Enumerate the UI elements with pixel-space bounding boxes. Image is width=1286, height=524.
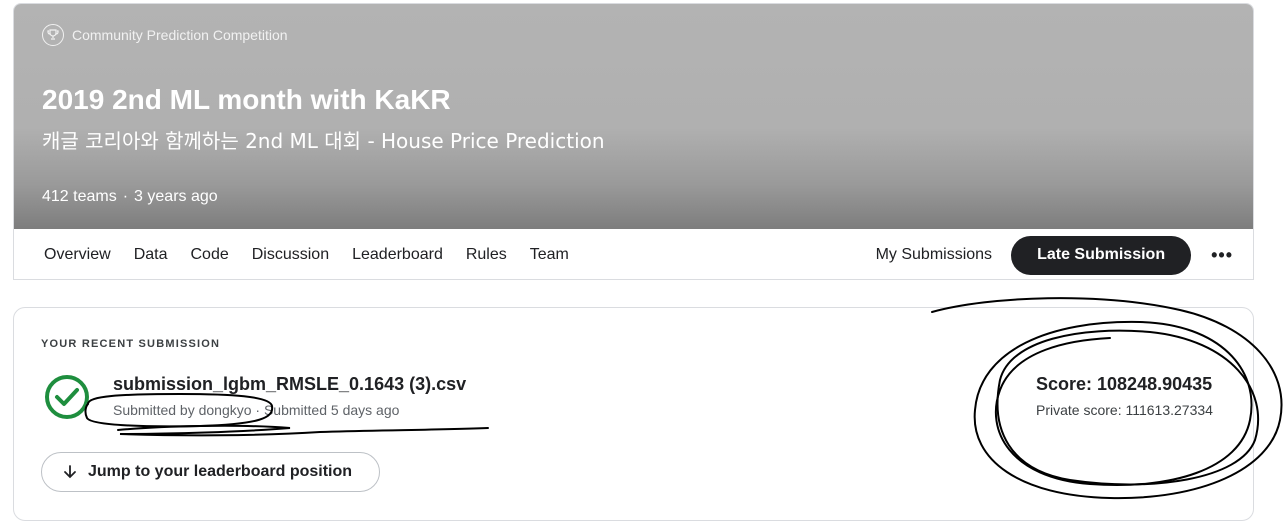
tab-code[interactable]: Code xyxy=(190,246,229,263)
competition-title: 2019 2nd ML month with KaKR xyxy=(42,84,451,115)
recent-submission-card: YOUR RECENT SUBMISSION submission_lgbm_R… xyxy=(13,307,1254,521)
tab-discussion[interactable]: Discussion xyxy=(251,246,330,263)
my-submissions-link[interactable]: My Submissions xyxy=(875,246,993,263)
nav-tabs: Overview Data Code Discussion Leaderboar… xyxy=(44,246,580,264)
trophy-icon xyxy=(42,24,64,46)
tab-team[interactable]: Team xyxy=(529,246,569,263)
competition-nav: Overview Data Code Discussion Leaderboar… xyxy=(14,229,1253,279)
tab-leaderboard[interactable]: Leaderboard xyxy=(352,246,443,263)
competition-type: Community Prediction Competition xyxy=(42,24,288,46)
arrow-down-icon xyxy=(64,465,76,479)
tab-data[interactable]: Data xyxy=(133,246,168,263)
team-count: 412 teams xyxy=(42,188,117,205)
competition-age: 3 years ago xyxy=(134,188,218,205)
jump-button-label: Jump to your leaderboard position xyxy=(88,463,353,480)
recent-submission-label: YOUR RECENT SUBMISSION xyxy=(41,338,221,350)
competition-type-label: Community Prediction Competition xyxy=(72,27,288,43)
jump-to-leaderboard-button[interactable]: Jump to your leaderboard position xyxy=(41,452,381,492)
late-submission-button[interactable]: Late Submission xyxy=(1011,235,1192,275)
private-score: Private score: 111613.27334 xyxy=(1036,402,1213,418)
tab-overview[interactable]: Overview xyxy=(44,246,111,263)
tab-rules[interactable]: Rules xyxy=(465,246,507,263)
nav-actions: My Submissions Late Submission ••• xyxy=(875,235,1233,275)
check-circle-icon xyxy=(45,375,89,419)
competition-header: Community Prediction Competition 2019 2n… xyxy=(13,3,1254,280)
competition-meta: 412 teams · 3 years ago xyxy=(42,188,218,206)
more-horizontal-icon[interactable]: ••• xyxy=(1211,244,1233,265)
submission-file-name[interactable]: submission_lgbm_RMSLE_0.1643 (3).csv xyxy=(113,374,467,394)
competition-banner: Community Prediction Competition 2019 2n… xyxy=(14,4,1253,229)
submission-meta: Submitted by dongkyo · Submitted 5 days … xyxy=(113,402,400,418)
meta-separator: · xyxy=(122,188,129,205)
competition-subtitle: 캐글 코리아와 함께하는 2nd ML 대회 - House Price Pre… xyxy=(42,129,605,153)
public-score: Score: 108248.90435 xyxy=(1036,374,1213,394)
